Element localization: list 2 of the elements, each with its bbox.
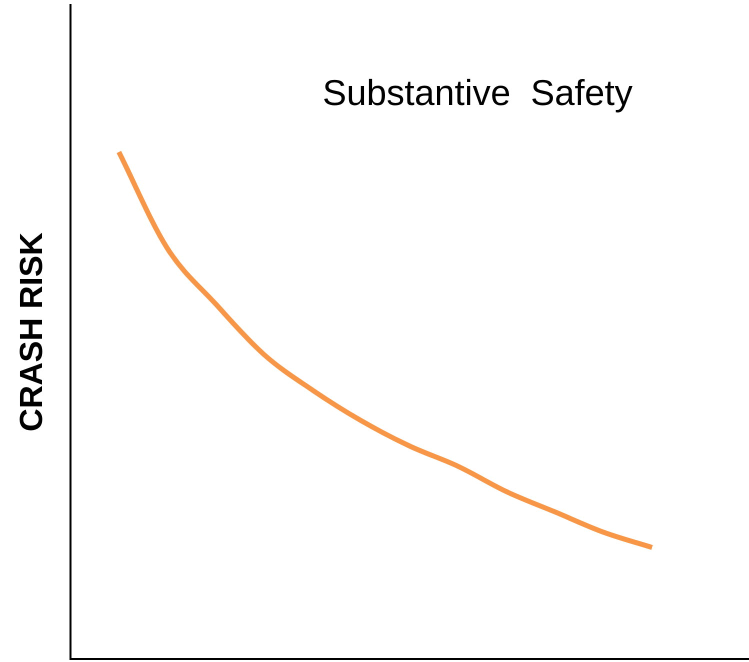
- y-axis-title: CRASH RISK: [13, 232, 50, 432]
- chart-title: Substantive Safety: [322, 72, 633, 113]
